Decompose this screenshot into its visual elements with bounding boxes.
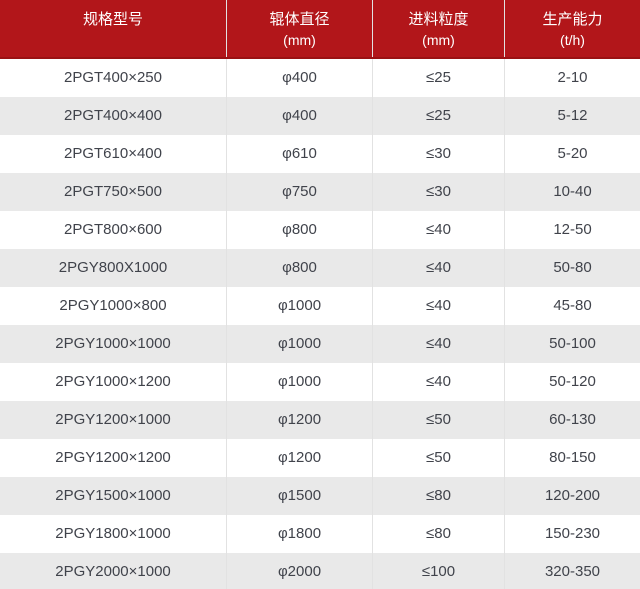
cell-roller-diameter: φ1000 — [227, 363, 373, 401]
cell-capacity: 80-150 — [549, 449, 596, 466]
cell-capacity: 2-10 — [557, 69, 588, 86]
cell-feed-size: ≤30 — [373, 173, 505, 211]
cell-roller-diameter: φ800 — [227, 211, 373, 249]
cell-roller-diameter: φ800 — [227, 249, 373, 287]
cell-feed-size: ≤40 — [373, 363, 505, 401]
cell-feed-size: ≤80 — [373, 515, 505, 553]
cell-model: 2PGY1000×800 — [0, 287, 227, 325]
header-title-roller-diameter: 辊体直径 — [269, 11, 330, 28]
cell-capacity: 320-350 — [544, 563, 601, 580]
cell-feed-size: ≤25 — [373, 97, 505, 135]
cell-roller-diameter: φ1200 — [227, 401, 373, 439]
cell-roller-diameter: φ400 — [227, 59, 373, 97]
table-row: 2PGT800×600 φ800 ≤40 12-50 — [0, 211, 640, 249]
cell-model: 2PGY1000×1000 — [0, 325, 227, 363]
cell-model: 2PGY1000×1200 — [0, 363, 227, 401]
header-unit-feed-size: (mm) — [422, 32, 455, 48]
header-col-capacity: 生产能力 (t/h) — [505, 0, 640, 57]
cell-roller-diameter: φ750 — [227, 173, 373, 211]
cell-model: 2PGY800X1000 — [0, 249, 227, 287]
cell-capacity: 12-50 — [553, 221, 592, 238]
cell-capacity: 150-230 — [544, 525, 601, 542]
cell-capacity: 60-130 — [549, 411, 596, 428]
cell-roller-diameter: φ1500 — [227, 477, 373, 515]
table-row: 2PGY1000×1200 φ1000 ≤40 50-120 — [0, 363, 640, 401]
header-col-model: 规格型号 — [0, 0, 227, 57]
header-title-feed-size: 进料粒度 — [408, 11, 469, 28]
cell-model: 2PGT800×600 — [0, 211, 227, 249]
cell-model: 2PGY1500×1000 — [0, 477, 227, 515]
header-col-feed-size: 进料粒度 (mm) — [373, 0, 505, 57]
table-row: 2PGT750×500 φ750 ≤30 10-40 — [0, 173, 640, 211]
cell-feed-size: ≤50 — [373, 401, 505, 439]
cell-model: 2PGY1200×1200 — [0, 439, 227, 477]
header-unit-roller-diameter: (mm) — [283, 32, 316, 48]
cell-model: 2PGY2000×1000 — [0, 553, 227, 589]
cell-model: 2PGT750×500 — [0, 173, 227, 211]
cell-roller-diameter: φ1800 — [227, 515, 373, 553]
cell-model: 2PGT400×400 — [0, 97, 227, 135]
header-title-model: 规格型号 — [82, 11, 143, 28]
cell-feed-size: ≤100 — [373, 553, 505, 589]
cell-feed-size: ≤40 — [373, 249, 505, 287]
header-unit-capacity: (t/h) — [560, 32, 585, 48]
cell-roller-diameter: φ610 — [227, 135, 373, 173]
cell-model: 2PGY1200×1000 — [0, 401, 227, 439]
table-header-row: 规格型号 辊体直径 (mm) 进料粒度 (mm) 生产能力 (t/h) — [0, 0, 640, 59]
table-row: 2PGT400×400 φ400 ≤25 5-12 — [0, 97, 640, 135]
cell-roller-diameter: φ2000 — [227, 553, 373, 589]
table-row: 2PGT400×250 φ400 ≤25 2-10 — [0, 59, 640, 97]
cell-model: 2PGY1800×1000 — [0, 515, 227, 553]
cell-capacity: 50-100 — [549, 335, 596, 352]
cell-feed-size: ≤25 — [373, 59, 505, 97]
table-row: 2PGY1200×1000 φ1200 ≤50 60-130 — [0, 401, 640, 439]
cell-model: 2PGT400×250 — [0, 59, 227, 97]
cell-feed-size: ≤40 — [373, 211, 505, 249]
cell-capacity: 5-20 — [557, 145, 588, 162]
table-row: 2PGY1200×1200 φ1200 ≤50 80-150 — [0, 439, 640, 477]
cell-capacity: 10-40 — [553, 183, 592, 200]
cell-capacity: 120-200 — [544, 487, 601, 504]
cell-feed-size: ≤80 — [373, 477, 505, 515]
cell-feed-size: ≤50 — [373, 439, 505, 477]
cell-roller-diameter: φ1000 — [227, 325, 373, 363]
cell-capacity: 5-12 — [557, 107, 588, 124]
cell-capacity: 50-80 — [553, 259, 592, 276]
header-col-roller-diameter: 辊体直径 (mm) — [227, 0, 373, 57]
header-title-capacity: 生产能力 — [542, 11, 603, 28]
cell-roller-diameter: φ400 — [227, 97, 373, 135]
table-row: 2PGY1000×800 φ1000 ≤40 45-80 — [0, 287, 640, 325]
table-row: 2PGY800X1000 φ800 ≤40 50-80 — [0, 249, 640, 287]
cell-roller-diameter: φ1000 — [227, 287, 373, 325]
cell-feed-size: ≤40 — [373, 287, 505, 325]
cell-feed-size: ≤40 — [373, 325, 505, 363]
cell-feed-size: ≤30 — [373, 135, 505, 173]
cell-capacity: 45-80 — [553, 297, 592, 314]
table-row: 2PGY2000×1000 φ2000 ≤100 320-350 — [0, 553, 640, 589]
table-row: 2PGT610×400 φ610 ≤30 5-20 — [0, 135, 640, 173]
table-row: 2PGY1500×1000 φ1500 ≤80 120-200 — [0, 477, 640, 515]
cell-capacity: 50-120 — [549, 373, 596, 390]
table-row: 2PGY1000×1000 φ1000 ≤40 50-100 — [0, 325, 640, 363]
cell-model: 2PGT610×400 — [0, 135, 227, 173]
table-row: 2PGY1800×1000 φ1800 ≤80 150-230 — [0, 515, 640, 553]
cell-roller-diameter: φ1200 — [227, 439, 373, 477]
